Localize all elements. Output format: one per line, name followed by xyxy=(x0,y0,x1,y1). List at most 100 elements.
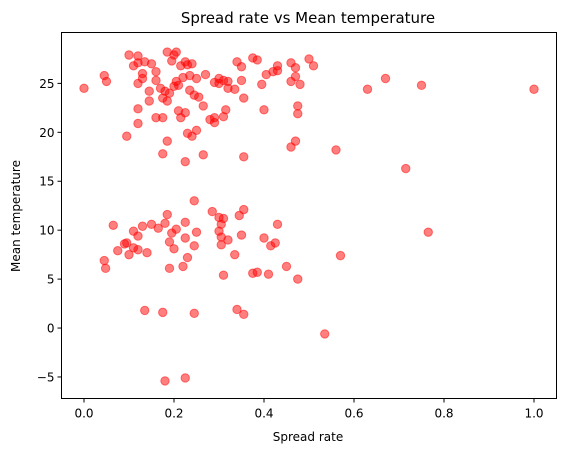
data-point xyxy=(160,376,170,386)
data-point xyxy=(252,267,262,277)
data-point xyxy=(153,223,163,233)
data-point xyxy=(133,78,143,89)
plot-frame xyxy=(61,32,557,399)
data-point xyxy=(290,71,301,82)
data-point xyxy=(423,227,433,237)
data-point xyxy=(122,131,132,141)
points-layer xyxy=(79,47,539,386)
data-point xyxy=(207,206,217,217)
data-point xyxy=(164,263,175,274)
data-point xyxy=(281,261,292,272)
data-point xyxy=(151,66,161,77)
y-axis-label: Mean temperature xyxy=(9,160,23,272)
data-point xyxy=(133,245,143,255)
data-point xyxy=(162,96,172,106)
data-point xyxy=(198,150,208,160)
data-point xyxy=(158,149,168,159)
data-point xyxy=(158,307,168,318)
data-point xyxy=(99,255,109,266)
x-tick-label: 0.4 xyxy=(254,407,273,421)
data-point xyxy=(142,247,152,258)
y-tick-label: 15 xyxy=(39,175,54,189)
y-tick-label: 20 xyxy=(39,126,54,140)
data-point xyxy=(189,241,199,251)
data-point xyxy=(133,118,143,129)
data-point xyxy=(180,373,190,383)
data-point xyxy=(171,224,181,234)
data-point xyxy=(270,238,280,248)
data-point xyxy=(162,136,172,146)
data-point xyxy=(187,131,197,141)
y-tick-label: 5 xyxy=(47,273,55,287)
data-point xyxy=(164,237,175,247)
data-point xyxy=(216,240,226,250)
data-point xyxy=(335,250,346,261)
data-point xyxy=(124,50,134,60)
data-point xyxy=(218,111,229,122)
data-point xyxy=(331,145,341,155)
y-tick-label: −5 xyxy=(37,370,55,384)
data-point xyxy=(137,221,148,231)
data-point xyxy=(180,108,190,118)
data-point xyxy=(162,209,172,220)
data-point xyxy=(209,117,220,128)
data-point xyxy=(200,69,211,80)
data-point xyxy=(140,305,150,316)
y-tick-label: 25 xyxy=(39,77,54,91)
data-point xyxy=(180,156,190,167)
data-point xyxy=(295,79,305,90)
data-point xyxy=(239,309,249,320)
data-point xyxy=(108,220,118,230)
data-point xyxy=(189,196,199,206)
data-point xyxy=(194,92,204,102)
data-point xyxy=(128,61,139,71)
data-point xyxy=(529,84,539,94)
data-point xyxy=(257,79,267,90)
data-point xyxy=(239,152,249,162)
data-point xyxy=(304,54,314,64)
data-point xyxy=(259,105,269,115)
data-point xyxy=(180,233,190,243)
data-point xyxy=(189,308,199,319)
x-tick-label: 0.8 xyxy=(434,407,453,421)
data-point xyxy=(133,231,143,241)
data-point xyxy=(239,204,249,215)
x-tick-label: 1.0 xyxy=(524,407,543,421)
data-point xyxy=(232,304,242,315)
data-point xyxy=(252,55,262,65)
data-point xyxy=(100,263,111,274)
data-point xyxy=(144,86,154,96)
data-point xyxy=(180,217,190,228)
data-point xyxy=(401,163,411,174)
x-tick-label: 0.6 xyxy=(344,407,363,421)
data-point xyxy=(272,219,283,230)
data-point xyxy=(263,269,274,279)
data-point xyxy=(293,109,303,119)
data-point xyxy=(160,218,170,229)
data-point xyxy=(158,112,168,123)
data-point xyxy=(198,101,208,111)
data-point xyxy=(214,78,224,89)
data-point xyxy=(223,235,233,245)
chart-title: Spread rate vs Mean temperature xyxy=(181,9,435,27)
data-point xyxy=(178,261,188,272)
data-point xyxy=(182,252,193,263)
data-point xyxy=(173,80,184,91)
data-point xyxy=(133,104,143,114)
data-point xyxy=(230,84,240,94)
data-point xyxy=(362,84,373,94)
data-point xyxy=(79,83,89,93)
data-point xyxy=(230,249,240,260)
data-point xyxy=(113,246,123,256)
data-point xyxy=(124,249,134,260)
data-point xyxy=(191,227,202,237)
data-point xyxy=(101,76,112,87)
y-tick-label: 0 xyxy=(47,322,55,336)
data-point xyxy=(122,238,132,248)
data-point xyxy=(191,73,202,84)
data-point xyxy=(239,93,249,103)
data-point xyxy=(236,62,247,72)
data-point xyxy=(187,59,197,69)
data-point xyxy=(293,101,303,111)
